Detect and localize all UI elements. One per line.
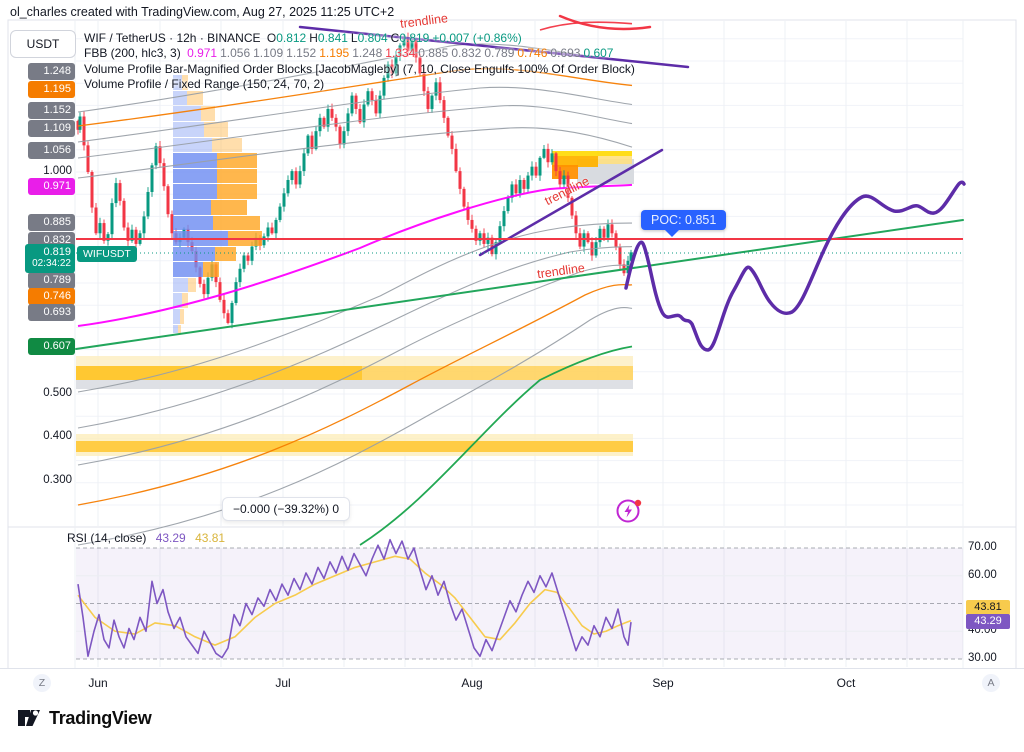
rsi-title: RSI (14, close) [67, 531, 147, 545]
ohlc-key: C [390, 31, 400, 45]
measure-tooltip: −0.000 (−39.32%) 0 [222, 497, 351, 521]
boost-flash-icon[interactable] [615, 497, 643, 525]
ohlc-values: O0.812 H0.841 L0.804 C0.819 +0.007 (+0.86%) [264, 31, 522, 45]
fbb-band-value: 0.832 [451, 46, 482, 61]
ohlc-value: 0.819 [399, 31, 430, 45]
fbb-band-value: 0.885 [418, 46, 449, 61]
tradingview-logo-icon [18, 710, 40, 726]
fbb-band-value: 1.248 [352, 46, 383, 61]
fbb-band-value: 1.109 [253, 46, 284, 61]
price-scale-label: 0.746 [28, 287, 75, 305]
auto-scale-button[interactable]: A [982, 674, 1000, 692]
legend: WIF / TetherUS · 12h · BINANCE O0.812 H0.… [84, 31, 635, 92]
rsi-scale-tick: 60.00 [968, 569, 997, 581]
tradingview-logo[interactable]: TradingView [16, 705, 152, 731]
fbb-band-value: 1.152 [286, 46, 317, 61]
price-scale-label: 1.248 [28, 62, 75, 80]
timezone-button[interactable]: Z [33, 674, 51, 692]
credit-line: ol_charles created with TradingView.com,… [10, 5, 395, 19]
fbb-values: 0.971 1.056 1.109 1.152 1.195 1.248 1.334 0.885… [184, 46, 613, 60]
legend-indicator4-row[interactable]: Volume Profile / Fixed Range (150, 24, 7… [84, 76, 325, 91]
rsi-scale-tick: 70.00 [968, 541, 997, 553]
price-scale-label: 1.195 [28, 80, 75, 98]
price-scale-label: 1.152 [28, 101, 75, 119]
ohlc-key: O [266, 31, 277, 45]
rsi-value-label: 43.29 [966, 613, 1010, 629]
legend-symbol-row[interactable]: WIF / TetherUS · 12h · BINANCE O0.812 H0.… [84, 31, 635, 46]
rsi-ma-value: 43.81 [195, 531, 226, 545]
ohlc-key: L [350, 31, 358, 45]
fbb-band-value: 0.607 [583, 46, 614, 61]
change-value: +0.007 (+0.86%) [432, 31, 522, 45]
price-scale-label: 0.971 [28, 177, 75, 195]
bar-countdown: 02:34:22 [32, 258, 71, 269]
month-label-sep: Sep [652, 676, 674, 690]
price-scale-tick: 0.400 [43, 430, 72, 442]
fbb-band-value: 0.971 [187, 46, 218, 61]
price-scale-label: 0.789 [28, 271, 75, 289]
price-scale-label: 1.109 [28, 119, 75, 137]
tradingview-logo-text: TradingView [49, 707, 152, 728]
price-scale-tick: 0.500 [43, 387, 72, 399]
currency-toggle-button[interactable]: USDT [10, 30, 76, 58]
rsi-value: 43.29 [155, 531, 186, 545]
ohlc-value: 0.841 [317, 31, 348, 45]
time-axis[interactable]: Z Jun Jul Aug Sep Oct A [0, 668, 1024, 697]
fbb-band-value: 0.789 [484, 46, 515, 61]
month-label-oct: Oct [836, 676, 856, 690]
fbb-band-value: 0.746 [517, 46, 548, 61]
symbol-price-line-tag: WIFUSDT [77, 246, 137, 262]
fbb-title: FBB (200, hlc3, 3) [84, 46, 181, 61]
price-scale-label: 0.885 [28, 213, 75, 231]
price-scale-label: 0.607 [28, 337, 75, 355]
ohlc-value: 0.812 [276, 31, 307, 45]
rsi-legend[interactable]: RSI (14, close) 43.29 43.81 [67, 531, 225, 545]
month-label-jun: Jun [88, 676, 108, 690]
month-label-aug: Aug [461, 676, 483, 690]
fbb-band-value: 0.693 [550, 46, 581, 61]
month-label-jul: Jul [275, 676, 291, 690]
ohlc-value: 0.804 [357, 31, 388, 45]
current-price-value: 0.819 [43, 246, 71, 258]
rsi-value-label: 43.81 [966, 599, 1010, 615]
price-scale-tick: 1.000 [43, 165, 72, 177]
price-scale-label: 1.056 [28, 141, 75, 159]
fbb-band-value: 1.056 [220, 46, 251, 61]
fbb-band-value: 1.195 [319, 46, 350, 61]
fbb-band-value: 1.334 [385, 46, 416, 61]
ohlc-key: H [309, 31, 318, 45]
price-scale-tick: 0.300 [43, 474, 72, 486]
current-price-label: 0.819 02:34:22 [25, 243, 75, 273]
legend-fbb-row[interactable]: FBB (200, hlc3, 3) 0.971 1.056 1.109 1.152 1… [84, 46, 635, 61]
rsi-scale-tick: 30.00 [968, 652, 997, 664]
legend-indicator3-row[interactable]: Volume Profile Bar-Magnified Order Block… [84, 61, 635, 76]
price-scale-label: 0.693 [28, 303, 75, 321]
poc-tooltip: POC: 0.851 [641, 210, 727, 237]
symbol-title: WIF / TetherUS · 12h · BINANCE [84, 31, 261, 45]
